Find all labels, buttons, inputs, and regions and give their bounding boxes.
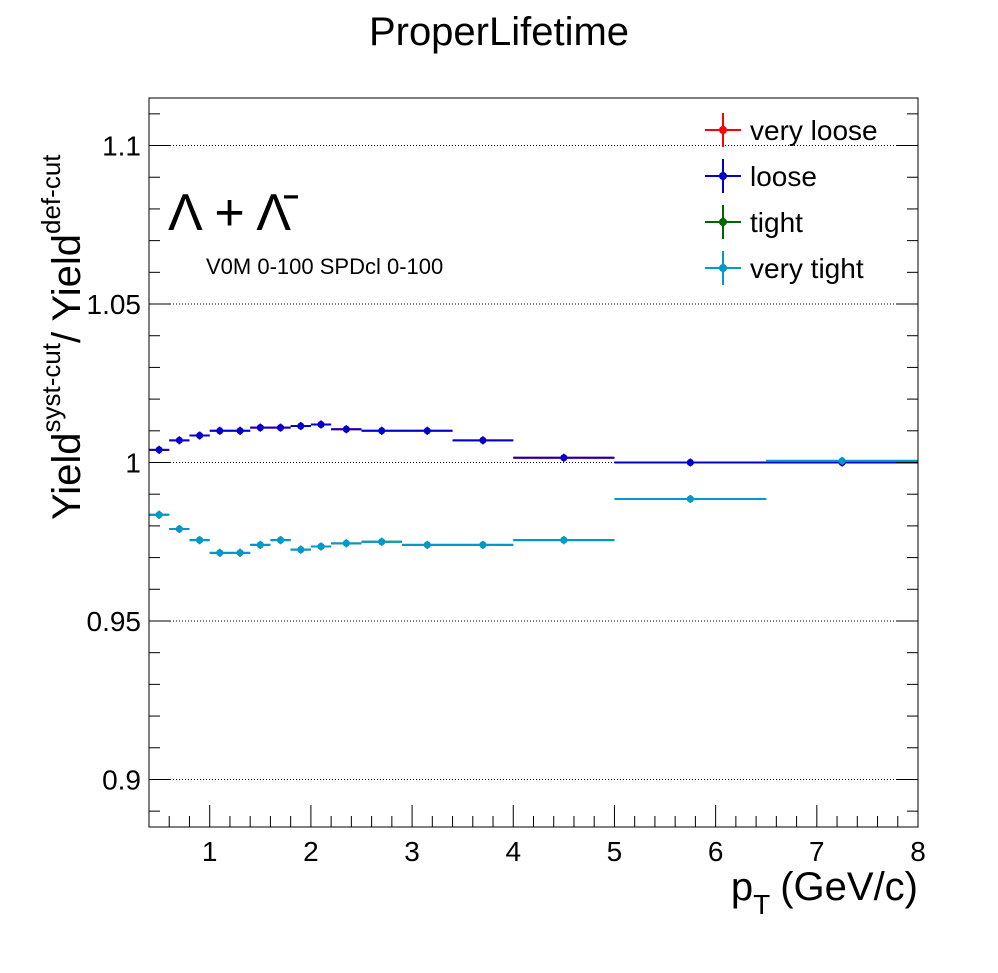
data-point: [236, 427, 244, 435]
data-point: [277, 424, 285, 432]
y-axis-sup-def: def-cut: [36, 154, 66, 234]
x-tick-label: 1: [202, 836, 218, 867]
data-point: [838, 457, 846, 465]
data-point: [317, 542, 325, 550]
legend-entry: tight: [705, 205, 803, 239]
grid-lines: [149, 145, 918, 780]
x-tick-label: 6: [708, 836, 724, 867]
legend-marker: [719, 264, 727, 272]
y-tick-label: 1.1: [102, 131, 141, 162]
particle-label: Λ + Λ̄: [168, 184, 298, 242]
data-point: [342, 539, 350, 547]
centrality-label: V0M 0-100 SPDcl 0-100: [206, 254, 443, 279]
legend-marker: [719, 126, 727, 134]
data-point: [423, 541, 431, 549]
x-axis-subscript: T: [753, 889, 770, 920]
legend: very loose loose tight very tight: [705, 113, 878, 285]
data-point: [378, 427, 386, 435]
y-axis-yield: Yield: [45, 433, 89, 520]
data-point: [196, 432, 204, 440]
data-point: [297, 422, 305, 430]
y-tick-label: 1: [125, 448, 141, 479]
y-axis-title: Yieldsyst-cut/ Yielddef-cut: [36, 154, 89, 520]
data-point: [277, 536, 285, 544]
x-tick-label: 5: [607, 836, 623, 867]
data-point: [155, 446, 163, 454]
x-tick-label: 3: [404, 836, 420, 867]
data-point: [560, 536, 568, 544]
y-tick-label: 1.05: [87, 289, 142, 320]
data-point: [155, 511, 163, 519]
data-point: [236, 549, 244, 557]
legend-label: tight: [750, 207, 803, 238]
legend-label: very tight: [750, 253, 864, 284]
x-axis-symbol: p: [731, 865, 753, 909]
data-point: [479, 541, 487, 549]
chart-title: ProperLifetime: [369, 10, 629, 54]
data-point: [256, 424, 264, 432]
x-tick-label: 4: [505, 836, 521, 867]
data-point: [423, 427, 431, 435]
data-point: [175, 525, 183, 533]
data-point: [317, 420, 325, 428]
legend-entry: very loose: [705, 113, 878, 147]
data-point: [560, 454, 568, 462]
data-point: [175, 436, 183, 444]
y-axis-div: / Yield: [45, 234, 89, 343]
x-tick-label: 7: [809, 836, 825, 867]
legend-marker: [719, 172, 727, 180]
data-point: [378, 538, 386, 546]
legend-entry: loose: [705, 159, 817, 193]
legend-entry: very tight: [705, 251, 864, 285]
legend-label: loose: [750, 161, 817, 192]
data-point: [342, 425, 350, 433]
x-axis-title: pT (GeV/c): [731, 865, 918, 920]
data-point: [196, 536, 204, 544]
series-loose: [149, 420, 918, 467]
y-axis-sup-syst: syst-cut: [36, 342, 66, 432]
plot-marks: [149, 420, 918, 557]
legend-label: very loose: [750, 115, 878, 146]
data-point: [216, 427, 224, 435]
x-tick-label: 2: [303, 836, 319, 867]
data-point: [686, 459, 694, 466]
data-point: [686, 495, 694, 503]
axes: 0.9 0.95 1 1.05 1.1 1 2 3 4 5 6 7 8: [87, 113, 926, 867]
data-point: [216, 549, 224, 557]
x-tick-label: 8: [910, 836, 926, 867]
data-point: [297, 546, 305, 554]
series-very-tight: [149, 456, 918, 557]
y-tick-label: 0.95: [87, 606, 142, 637]
data-point: [256, 541, 264, 549]
series-tight: [149, 456, 918, 557]
x-axis-unit: (GeV/c): [780, 865, 918, 909]
data-point: [479, 436, 487, 444]
legend-marker: [719, 218, 727, 226]
y-tick-label: 0.9: [102, 764, 141, 795]
